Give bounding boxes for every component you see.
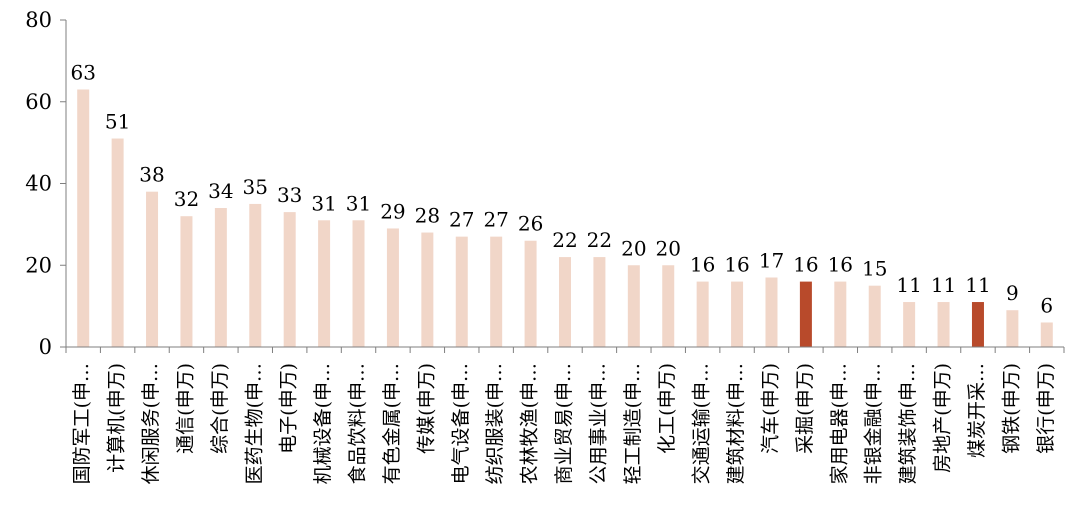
bars-group bbox=[77, 89, 1053, 348]
data-label-5: 35 bbox=[243, 175, 268, 199]
bar-1 bbox=[111, 138, 124, 347]
bar-14 bbox=[559, 257, 571, 347]
category-label-22: 家用电器(申… bbox=[828, 363, 850, 484]
data-label-24: 11 bbox=[896, 273, 921, 297]
y-tick-label: 60 bbox=[25, 90, 52, 114]
data-label-4: 34 bbox=[208, 179, 233, 203]
bar-26 bbox=[971, 302, 984, 347]
data-label-26: 11 bbox=[965, 273, 990, 297]
data-label-3: 32 bbox=[174, 187, 199, 211]
data-label-20: 17 bbox=[759, 249, 784, 273]
category-label-16: 轻工制造(申… bbox=[622, 363, 644, 484]
category-label-27: 钢铁(申万) bbox=[1000, 363, 1022, 454]
y-tick-label: 40 bbox=[25, 172, 52, 196]
y-tick-label: 80 bbox=[25, 8, 52, 32]
data-label-10: 28 bbox=[415, 204, 440, 228]
bar-8 bbox=[352, 220, 365, 347]
bar-3 bbox=[180, 216, 193, 347]
category-label-24: 建筑装饰(申… bbox=[897, 363, 919, 484]
y-tick-label: 0 bbox=[39, 335, 52, 359]
bar-0 bbox=[77, 89, 90, 348]
bar-27 bbox=[1006, 310, 1019, 347]
category-label-20: 汽车(申万) bbox=[759, 363, 781, 454]
data-label-21: 16 bbox=[793, 253, 818, 277]
category-label-2: 休闲服务(申… bbox=[140, 363, 162, 484]
data-label-9: 29 bbox=[380, 199, 405, 223]
bar-6 bbox=[283, 212, 296, 347]
bar-28 bbox=[1040, 322, 1053, 347]
bar-15 bbox=[593, 257, 606, 347]
category-label-26: 煤炭开采… bbox=[966, 363, 988, 458]
bar-16 bbox=[627, 265, 640, 347]
data-label-12: 27 bbox=[483, 208, 508, 232]
bar-20 bbox=[765, 277, 778, 347]
bar-5 bbox=[249, 203, 262, 347]
bar-17 bbox=[662, 265, 675, 347]
data-label-27: 9 bbox=[1006, 281, 1019, 305]
bar-24 bbox=[903, 302, 916, 347]
data-label-16: 20 bbox=[621, 236, 646, 260]
category-label-1: 计算机(申万) bbox=[106, 363, 128, 473]
category-label-14: 商业贸易(申… bbox=[553, 363, 575, 484]
data-label-7: 31 bbox=[311, 191, 336, 215]
bar-19 bbox=[731, 281, 744, 347]
category-label-18: 交通运输(申… bbox=[691, 363, 713, 484]
category-label-25: 房地产(申万) bbox=[932, 363, 954, 473]
category-label-0: 国防军工(申… bbox=[71, 363, 93, 484]
y-tick-label: 20 bbox=[25, 253, 52, 277]
data-label-2: 38 bbox=[139, 163, 164, 187]
category-label-15: 公用事业(申… bbox=[587, 363, 609, 484]
category-label-12: 纺织服装(申… bbox=[484, 363, 506, 484]
category-label-17: 化工(申万) bbox=[656, 363, 678, 454]
data-label-15: 22 bbox=[587, 228, 612, 252]
category-label-5: 医药生物(申… bbox=[243, 363, 265, 484]
bar-13 bbox=[524, 240, 537, 347]
bar-7 bbox=[318, 220, 331, 347]
category-label-6: 电子(申万) bbox=[278, 363, 300, 454]
data-label-8: 31 bbox=[346, 191, 371, 215]
data-label-19: 16 bbox=[724, 253, 749, 277]
data-label-1: 51 bbox=[105, 110, 130, 134]
data-label-13: 26 bbox=[518, 212, 543, 236]
category-label-28: 银行(申万) bbox=[1035, 363, 1057, 454]
bar-11 bbox=[455, 236, 468, 347]
data-label-28: 6 bbox=[1040, 293, 1053, 317]
category-label-13: 农林牧渔(申… bbox=[519, 363, 541, 484]
category-label-11: 电气设备(申… bbox=[450, 363, 472, 484]
category-label-10: 传媒(申万) bbox=[415, 363, 437, 454]
category-label-23: 非银金融(申… bbox=[863, 363, 885, 484]
category-label-3: 通信(申万) bbox=[174, 363, 196, 454]
bar-12 bbox=[490, 236, 503, 347]
category-label-7: 机械设备(申… bbox=[312, 363, 334, 484]
bar-9 bbox=[386, 228, 399, 347]
data-label-11: 27 bbox=[449, 208, 474, 232]
data-label-18: 16 bbox=[690, 253, 715, 277]
bar-4 bbox=[214, 208, 227, 347]
category-label-21: 采掘(申万) bbox=[794, 363, 816, 454]
data-label-23: 15 bbox=[862, 257, 887, 281]
bar-21 bbox=[799, 281, 812, 347]
x-axis bbox=[65, 346, 1065, 353]
data-label-14: 22 bbox=[552, 228, 577, 252]
bar-10 bbox=[421, 232, 434, 347]
bar-22 bbox=[834, 281, 847, 347]
category-labels-group: 国防军工(申… 计算机(申万) 休闲服务(申… 通信(申万) 综合(申万) 医药生物(申…… bbox=[71, 363, 1057, 484]
bar-23 bbox=[868, 285, 881, 347]
bar-18 bbox=[696, 281, 709, 347]
data-label-6: 33 bbox=[277, 183, 302, 207]
category-label-19: 建筑材料(申… bbox=[725, 363, 747, 484]
y-axis: 0 20 40 60 80 bbox=[25, 8, 67, 359]
data-label-22: 16 bbox=[828, 253, 853, 277]
data-label-17: 20 bbox=[656, 236, 681, 260]
data-label-0: 63 bbox=[70, 60, 95, 84]
category-label-4: 综合(申万) bbox=[209, 363, 231, 454]
data-labels-group: 63 51 38 32 34 35 33 31 31 29 28 27 27 26 22 22 20 20 16 16… bbox=[70, 60, 1053, 317]
category-label-8: 食品饮料(申… bbox=[347, 363, 369, 484]
bar-2 bbox=[146, 191, 159, 347]
bar-25 bbox=[937, 302, 950, 347]
category-label-9: 有色金属(申… bbox=[381, 363, 403, 484]
data-label-25: 11 bbox=[931, 273, 956, 297]
